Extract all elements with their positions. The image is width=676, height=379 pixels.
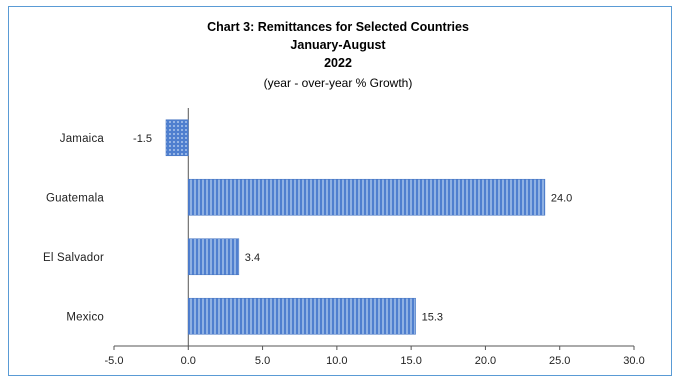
bar-mexico — [187, 297, 416, 335]
x-tick-label: 15.0 — [400, 355, 421, 367]
x-tick-label: 0.0 — [181, 355, 196, 367]
bar-guatemala — [187, 178, 546, 216]
bar-jamaica — [165, 119, 189, 157]
chart-subtitle-period: January-August — [290, 38, 386, 52]
x-tick-label: 10.0 — [326, 355, 347, 367]
chart-title: Chart 3: Remittances for Selected Countr… — [207, 20, 469, 34]
x-tick-label: 5.0 — [255, 355, 270, 367]
x-tick-label: 30.0 — [623, 355, 644, 367]
data-label: 3.4 — [245, 252, 260, 264]
x-tick-label: 25.0 — [549, 355, 570, 367]
bar-el-salvador — [187, 238, 240, 276]
chart-subtitle-year: 2022 — [324, 56, 352, 70]
data-label: 15.3 — [422, 311, 443, 323]
data-label: 24.0 — [551, 192, 572, 204]
data-label: -1.5 — [133, 133, 152, 145]
x-tick-label: 20.0 — [475, 355, 496, 367]
chart-subtitle-units: (year - over-year % Growth) — [263, 76, 413, 90]
chart-frame — [8, 6, 672, 376]
category-label: Mexico — [66, 311, 104, 323]
x-tick-label: -5.0 — [105, 355, 124, 367]
category-label: Jamaica — [60, 133, 105, 145]
category-label: Guatemala — [46, 192, 104, 204]
category-label: El Salvador — [43, 252, 104, 264]
